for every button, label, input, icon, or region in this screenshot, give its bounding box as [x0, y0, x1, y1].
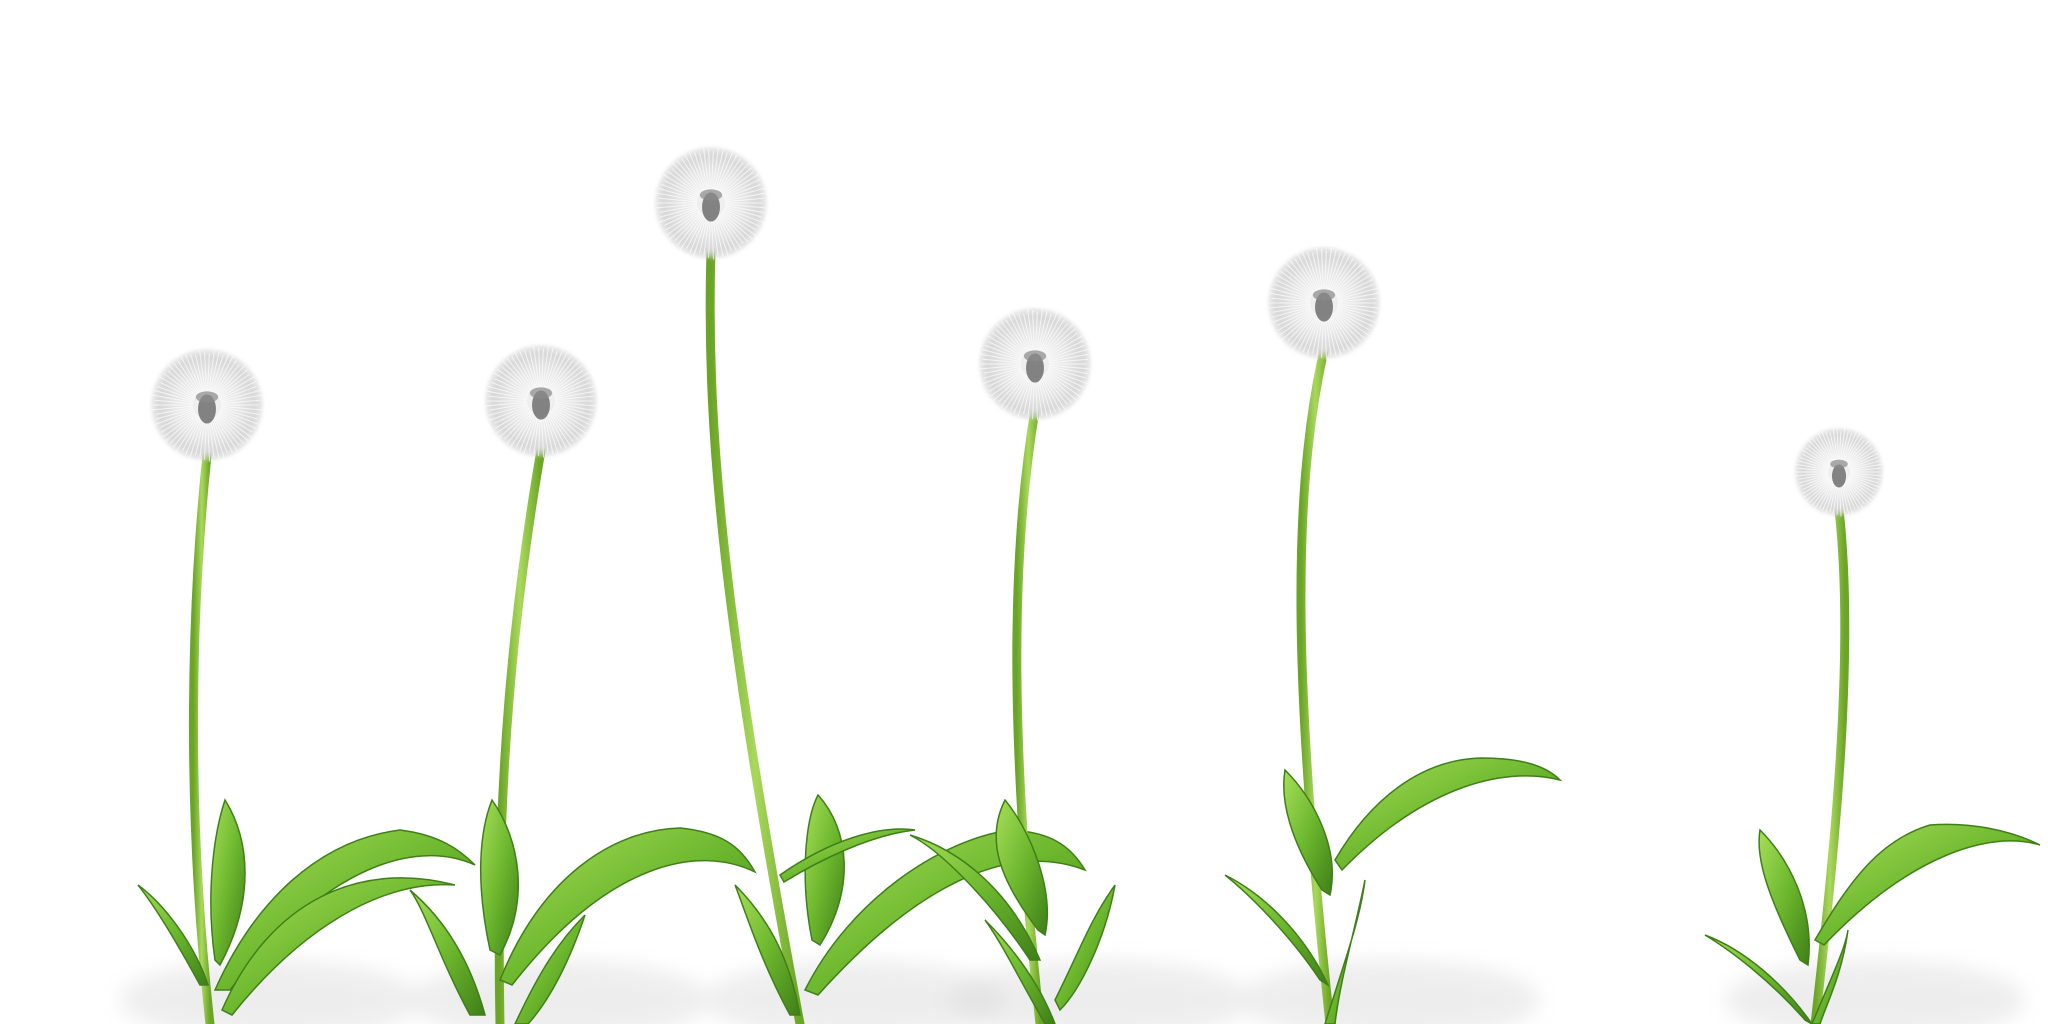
plant-shadow	[950, 960, 1250, 1024]
dandelion-seed-head	[1268, 247, 1380, 360]
dandelion-seed-head	[151, 349, 263, 462]
seed-center	[1831, 464, 1847, 488]
dandelion-leaf	[137, 884, 210, 986]
dandelion-stem	[705, 245, 805, 1024]
dandelion-leaf	[1334, 757, 1563, 872]
dandelion-plant	[1704, 428, 2041, 1024]
dandelion-plant	[655, 147, 1087, 1024]
dandelion-leaf	[479, 798, 520, 956]
dandelion-plant	[1224, 247, 1563, 1024]
dandelion-leaf	[779, 828, 916, 884]
dandelion-plant	[409, 345, 757, 1024]
dandelion-leaf	[1704, 934, 1813, 1024]
dandelion-leaf	[1054, 884, 1116, 1012]
dandelion-seed-head	[1795, 428, 1883, 517]
dandelion-leaf	[984, 919, 1056, 1024]
plant-shadow	[410, 960, 710, 1024]
dandelion-plant	[909, 308, 1250, 1024]
dandelion-leaf	[804, 793, 845, 947]
dandelion-leaf	[1813, 823, 2041, 946]
dandelion-seed-head	[979, 308, 1091, 421]
dandelion-leaf	[499, 827, 757, 986]
dandelion-leaf	[210, 798, 246, 967]
plant-shadow	[1725, 960, 2025, 1024]
dandelion-leaf	[1811, 929, 1849, 1024]
dandelion-leaf	[1224, 874, 1330, 987]
dandelion-leaf	[909, 834, 1042, 961]
dandelion-leaf	[1758, 828, 1810, 967]
dandelion-stem	[188, 450, 215, 1024]
dandelion-plant	[120, 349, 476, 1024]
dandelion-leaf	[995, 798, 1049, 937]
dandelion-leaf	[803, 829, 1087, 996]
dandelion-seed-head	[485, 345, 597, 458]
plants-group	[120, 147, 2041, 1024]
dandelion-leaf	[409, 889, 486, 1016]
dandelion-leaf	[1324, 879, 1366, 1024]
dandelion-seed-head	[655, 147, 767, 260]
dandelion-leaf	[1283, 768, 1333, 897]
plant-shadow	[1240, 960, 1540, 1024]
dandelion-stem	[1296, 345, 1335, 1024]
dandelion-leaf	[221, 877, 456, 1016]
dandelion-leaf	[514, 914, 586, 1024]
dandelion-stem	[1810, 505, 1850, 1024]
dandelion-leaf	[734, 884, 801, 1016]
